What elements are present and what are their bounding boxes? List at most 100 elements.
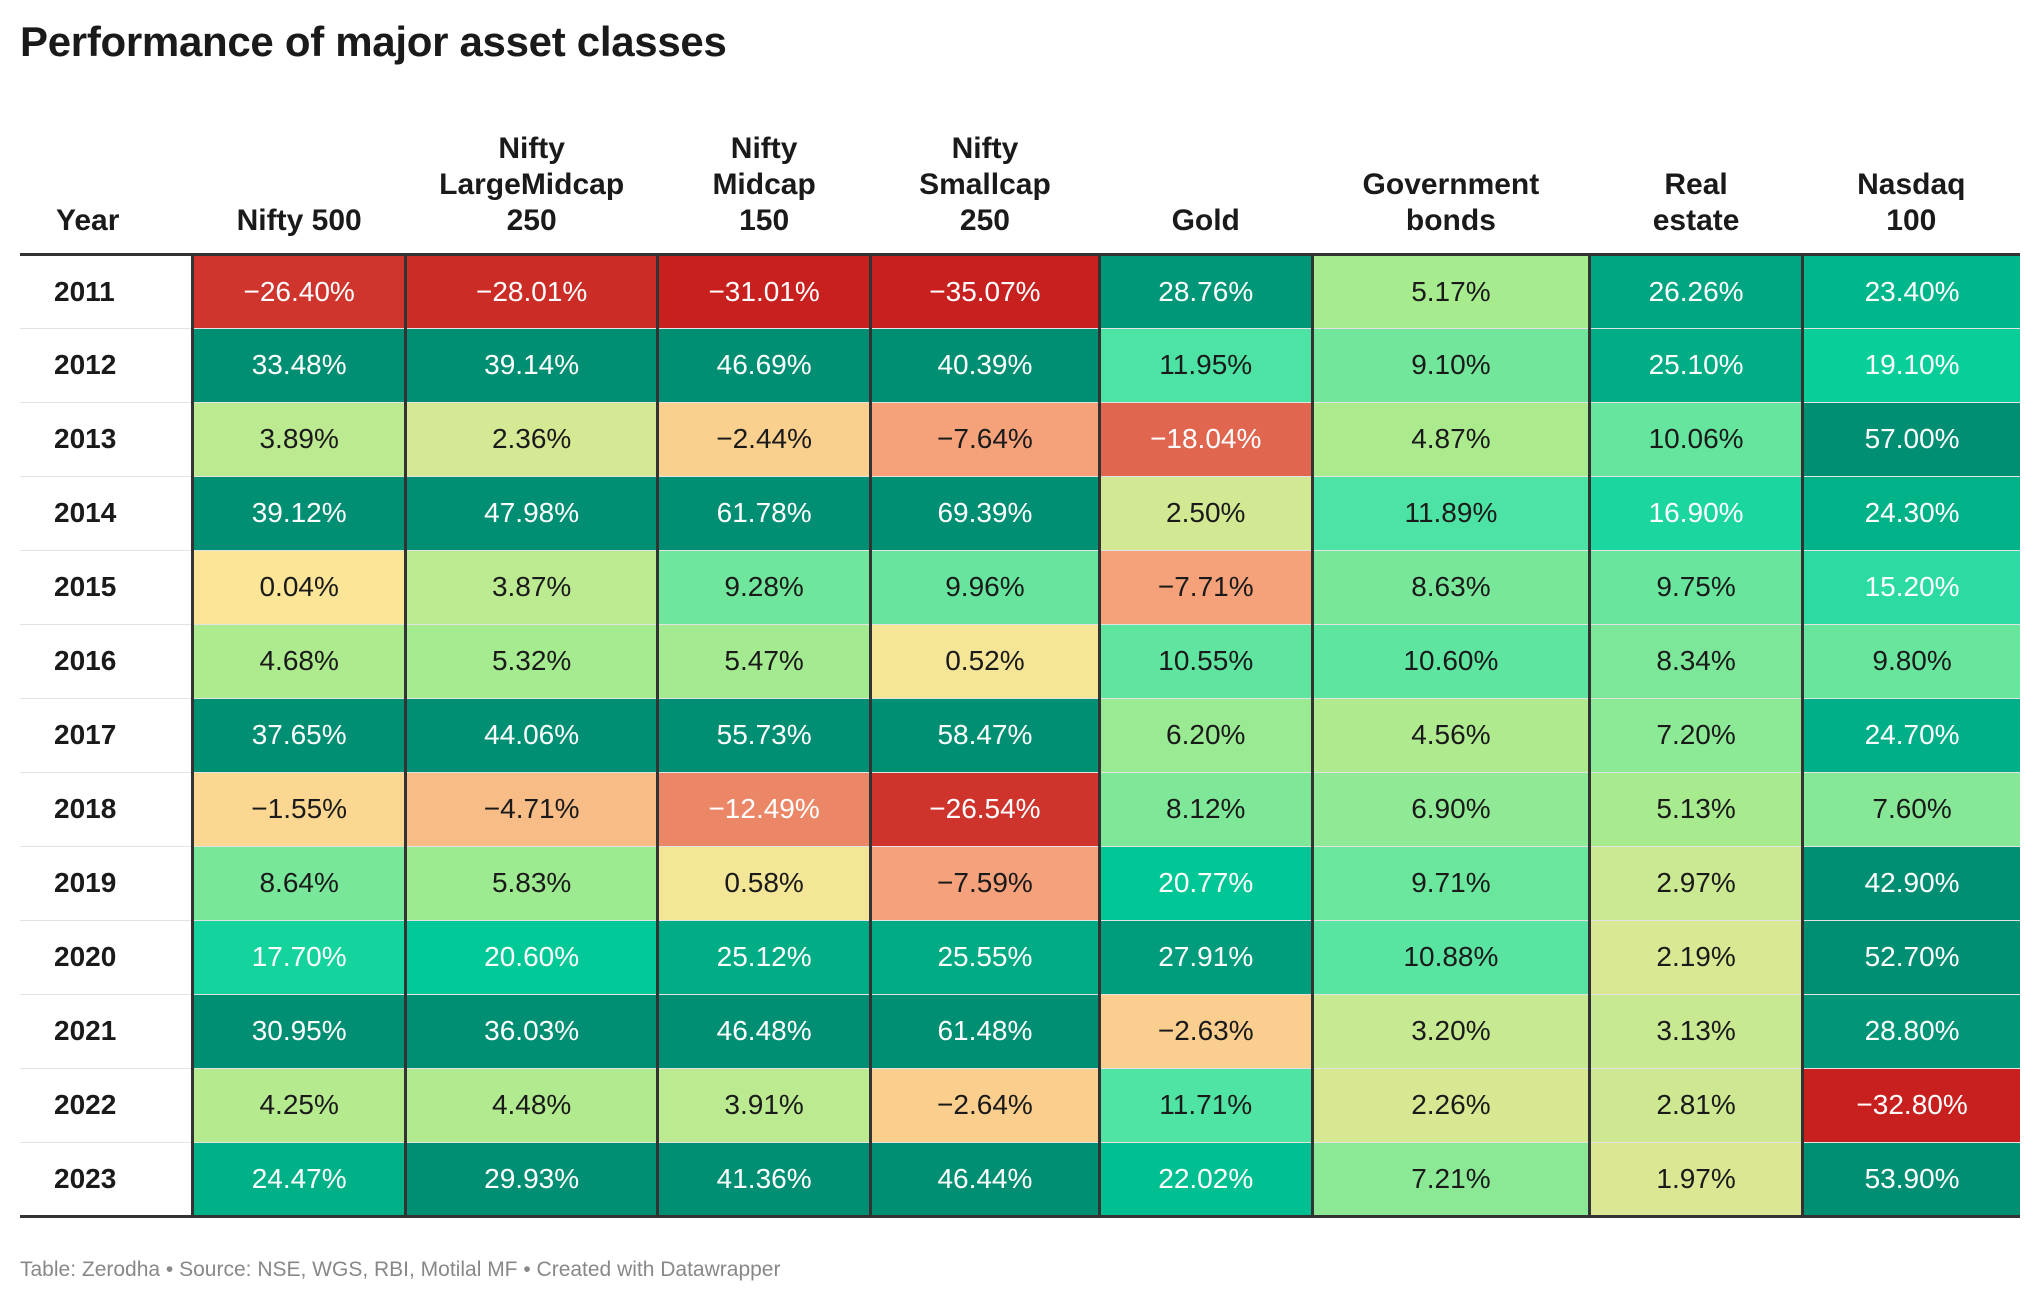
- value-cell-nifty-largemidcap-250: 29.93%: [405, 1142, 660, 1218]
- table-row: 2020 17.70% 20.60% 25.12% 25.55% 27.91% 10.88%…: [20, 920, 2020, 995]
- column-header-government-bonds[interactable]: Government bonds: [1312, 118, 1590, 256]
- year-cell: 2013: [20, 402, 195, 477]
- value-cell-real-estate: 25.10%: [1589, 328, 1805, 403]
- value-cell-government-bonds: 5.17%: [1312, 254, 1591, 329]
- value-cell-real-estate: 2.19%: [1589, 920, 1805, 995]
- value-cell-government-bonds: 11.89%: [1312, 476, 1591, 551]
- value-cell-nifty-midcap-150: 9.28%: [657, 550, 873, 625]
- value-cell-nasdaq-100: 57.00%: [1802, 402, 2020, 477]
- value-cell-nifty-largemidcap-250: 5.32%: [405, 624, 660, 699]
- value-cell-nifty-largemidcap-250: 4.48%: [405, 1068, 660, 1143]
- value-cell-nifty-500: 33.48%: [192, 328, 408, 403]
- value-cell-nifty-largemidcap-250: −4.71%: [405, 772, 660, 847]
- value-cell-nifty-500: 24.47%: [192, 1142, 408, 1218]
- value-cell-real-estate: 26.26%: [1589, 254, 1805, 329]
- value-cell-nifty-largemidcap-250: 39.14%: [405, 328, 660, 403]
- value-cell-nasdaq-100: 42.90%: [1802, 846, 2020, 921]
- year-cell: 2022: [20, 1068, 195, 1143]
- value-cell-government-bonds: 4.87%: [1312, 402, 1591, 477]
- value-cell-government-bonds: 10.60%: [1312, 624, 1591, 699]
- table-row: 2012 33.48% 39.14% 46.69% 40.39% 11.95% 9.10% 2…: [20, 328, 2020, 403]
- year-cell: 2016: [20, 624, 195, 699]
- value-cell-government-bonds: 4.56%: [1312, 698, 1591, 773]
- value-cell-nifty-midcap-150: −12.49%: [657, 772, 873, 847]
- year-cell: 2012: [20, 328, 195, 403]
- column-header-real-estate[interactable]: Real estate: [1589, 118, 1803, 256]
- year-cell: 2021: [20, 994, 195, 1069]
- value-cell-nifty-midcap-150: 0.58%: [657, 846, 873, 921]
- value-cell-nifty-smallcap-250: 46.44%: [870, 1142, 1101, 1218]
- value-cell-nifty-largemidcap-250: 44.06%: [405, 698, 660, 773]
- value-cell-government-bonds: 9.10%: [1312, 328, 1591, 403]
- value-cell-government-bonds: 10.88%: [1312, 920, 1591, 995]
- value-cell-nifty-largemidcap-250: −28.01%: [405, 254, 660, 329]
- value-cell-gold: 20.77%: [1099, 846, 1314, 921]
- value-cell-nifty-smallcap-250: 0.52%: [870, 624, 1101, 699]
- value-cell-nifty-midcap-150: 41.36%: [657, 1142, 873, 1218]
- value-cell-nifty-500: −1.55%: [192, 772, 408, 847]
- value-cell-real-estate: 8.34%: [1589, 624, 1805, 699]
- value-cell-nifty-largemidcap-250: 20.60%: [405, 920, 660, 995]
- value-cell-nifty-midcap-150: 5.47%: [657, 624, 873, 699]
- value-cell-government-bonds: 7.21%: [1312, 1142, 1591, 1218]
- value-cell-real-estate: 16.90%: [1589, 476, 1805, 551]
- value-cell-gold: 8.12%: [1099, 772, 1314, 847]
- page-title: Performance of major asset classes: [20, 18, 727, 65]
- value-cell-gold: 10.55%: [1099, 624, 1314, 699]
- value-cell-nifty-500: 30.95%: [192, 994, 408, 1069]
- value-cell-government-bonds: 8.63%: [1312, 550, 1591, 625]
- table-row: 2015 0.04% 3.87% 9.28% 9.96% −7.71% 8.63% 9.75%…: [20, 550, 2020, 625]
- value-cell-gold: 28.76%: [1099, 254, 1314, 329]
- value-cell-nifty-midcap-150: 46.48%: [657, 994, 873, 1069]
- value-cell-real-estate: 2.81%: [1589, 1068, 1805, 1143]
- column-header-nasdaq-100[interactable]: Nasdaq 100: [1802, 118, 2020, 256]
- table-row: 2011 −26.40% −28.01% −31.01% −35.07% 28.76% 5.…: [20, 254, 2020, 329]
- value-cell-gold: −7.71%: [1099, 550, 1314, 625]
- column-header-nifty-500[interactable]: Nifty 500: [192, 118, 406, 256]
- footer-credits: Table: Zerodha • Source: NSE, WGS, RBI, …: [20, 1258, 781, 1281]
- column-header-year[interactable]: Year: [20, 118, 193, 256]
- value-cell-nasdaq-100: 15.20%: [1802, 550, 2020, 625]
- value-cell-gold: −2.63%: [1099, 994, 1314, 1069]
- value-cell-gold: 11.95%: [1099, 328, 1314, 403]
- table-row: 2018 −1.55% −4.71% −12.49% −26.54% 8.12% 6.90%…: [20, 772, 2020, 847]
- value-cell-nifty-500: 39.12%: [192, 476, 408, 551]
- year-cell: 2015: [20, 550, 195, 625]
- value-cell-nasdaq-100: 28.80%: [1802, 994, 2020, 1069]
- year-cell: 2017: [20, 698, 195, 773]
- value-cell-nasdaq-100: 7.60%: [1802, 772, 2020, 847]
- column-header-nifty-smallcap-250[interactable]: Nifty Smallcap 250: [870, 118, 1100, 256]
- value-cell-nifty-midcap-150: −31.01%: [657, 254, 873, 329]
- value-cell-nasdaq-100: −32.80%: [1802, 1068, 2020, 1143]
- year-cell: 2023: [20, 1142, 195, 1218]
- year-cell: 2019: [20, 846, 195, 921]
- table-body: 2011 −26.40% −28.01% −31.01% −35.07% 28.76% 5.…: [20, 254, 2020, 1218]
- value-cell-government-bonds: 9.71%: [1312, 846, 1591, 921]
- year-cell: 2014: [20, 476, 195, 551]
- value-cell-nifty-midcap-150: 46.69%: [657, 328, 873, 403]
- table-row: 2023 24.47% 29.93% 41.36% 46.44% 22.02% 7.21% 1…: [20, 1142, 2020, 1218]
- value-cell-real-estate: 2.97%: [1589, 846, 1805, 921]
- year-cell: 2011: [20, 254, 195, 329]
- value-cell-gold: 6.20%: [1099, 698, 1314, 773]
- value-cell-gold: 27.91%: [1099, 920, 1314, 995]
- column-header-nifty-midcap-150[interactable]: Nifty Midcap 150: [657, 118, 871, 256]
- value-cell-nifty-500: 3.89%: [192, 402, 408, 477]
- value-cell-nifty-midcap-150: 3.91%: [657, 1068, 873, 1143]
- value-cell-nifty-500: 37.65%: [192, 698, 408, 773]
- value-cell-nifty-smallcap-250: −2.64%: [870, 1068, 1101, 1143]
- value-cell-nasdaq-100: 52.70%: [1802, 920, 2020, 995]
- column-header-gold[interactable]: Gold: [1099, 118, 1313, 256]
- value-cell-nifty-smallcap-250: 69.39%: [870, 476, 1101, 551]
- value-cell-real-estate: 3.13%: [1589, 994, 1805, 1069]
- value-cell-nifty-smallcap-250: 61.48%: [870, 994, 1101, 1069]
- value-cell-gold: 22.02%: [1099, 1142, 1314, 1218]
- value-cell-nifty-500: 17.70%: [192, 920, 408, 995]
- value-cell-nifty-500: −26.40%: [192, 254, 408, 329]
- header-row: Year Nifty 500 Nifty LargeMidcap 250 Nifty Mid…: [20, 118, 2020, 256]
- value-cell-nasdaq-100: 24.70%: [1802, 698, 2020, 773]
- column-header-nifty-largemidcap-250[interactable]: Nifty LargeMidcap 250: [405, 118, 658, 256]
- value-cell-nasdaq-100: 9.80%: [1802, 624, 2020, 699]
- value-cell-gold: 11.71%: [1099, 1068, 1314, 1143]
